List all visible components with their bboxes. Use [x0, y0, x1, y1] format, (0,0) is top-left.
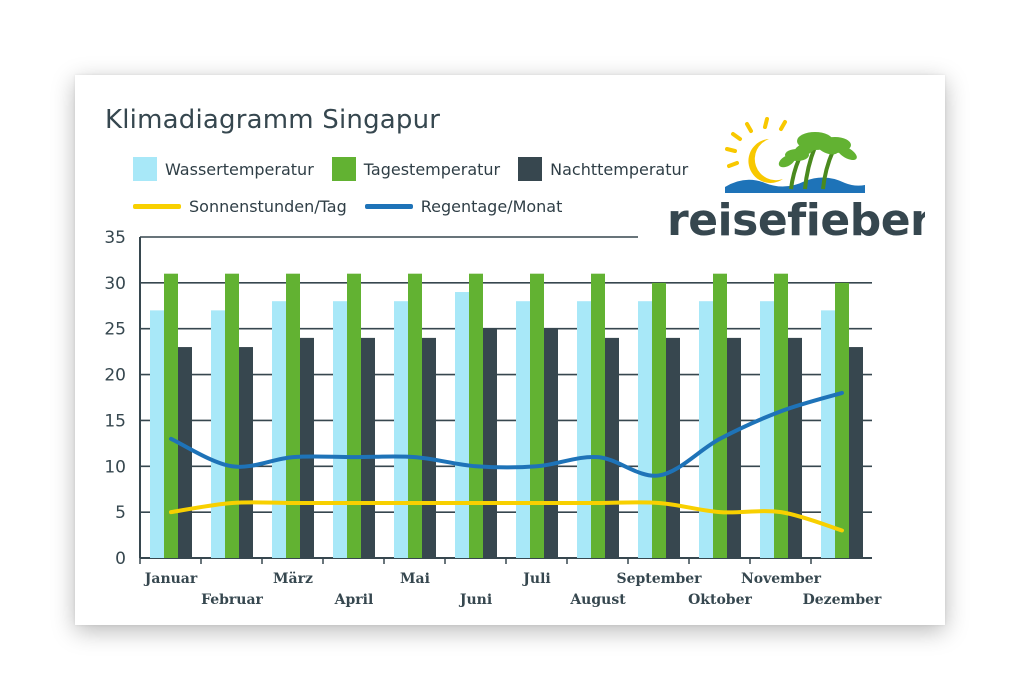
reisefieber-logo: reisefieber [665, 117, 933, 246]
wave-icon [725, 177, 865, 193]
legend-swatch-nachttemperatur [518, 157, 543, 181]
bar-wassertemperatur-juni [455, 292, 469, 558]
legend-swatch-wassertemperatur [133, 157, 157, 181]
bar-wassertemperatur-februar [211, 310, 225, 558]
y-tick-label-25: 25 [104, 320, 126, 340]
bar-nachttemperatur-mai [422, 337, 436, 558]
series-line-regentage-monat [169, 390, 844, 478]
bar-tagestemperatur-juni [469, 273, 483, 558]
legend-label-nachttemperatur: Nachttemperatur [550, 159, 689, 179]
legend-label-tagestemperatur: Tagestemperatur [363, 159, 501, 179]
bar-nachttemperatur-juni [483, 328, 497, 558]
bar-nachttemperatur-dezember [849, 347, 863, 558]
bar-nachttemperatur-november [788, 337, 802, 558]
bar-nachttemperatur-september [666, 337, 680, 558]
series-line-sonnenstunden-tag [169, 500, 844, 533]
x-tick-label-september: September [616, 571, 702, 587]
y-tick-label-15: 15 [104, 411, 126, 431]
legend-row-1: Wassertemperatur Tagestemperatur Nachtte… [133, 157, 706, 181]
legend-swatch-regentage [364, 204, 413, 209]
legend-item-sonnenstunden: Sonnenstunden/Tag [133, 197, 347, 216]
legend-item-nachttemperatur: Nachttemperatur [518, 157, 688, 181]
bar-tagestemperatur-august [591, 273, 605, 558]
bar-wassertemperatur-juli [516, 301, 530, 558]
legend-item-regentage: Regentage/Monat [364, 197, 563, 216]
bar-nachttemperatur-märz [300, 337, 314, 558]
x-tick-label-november: November [741, 571, 822, 587]
bar-tagestemperatur-november [774, 273, 788, 558]
chart-card: Klimadiagramm Singapur Wassertemperatur … [75, 75, 945, 625]
x-tick-label-april: April [334, 592, 374, 608]
logo-graphic: reisefieber [667, 117, 933, 246]
bar-tagestemperatur-juli [530, 273, 544, 558]
x-tick-label-august: August [569, 592, 626, 608]
x-tick-label-dezember: Dezember [803, 592, 882, 608]
legend-row-2: Sonnenstunden/Tag Regentage/Monat [133, 197, 580, 216]
y-tick-label-0: 0 [115, 549, 126, 569]
bar-tagestemperatur-mai [408, 273, 422, 558]
bar-wassertemperatur-januar [150, 310, 164, 558]
chart-title: Klimadiagramm Singapur [105, 105, 441, 135]
bar-tagestemperatur-januar [164, 273, 178, 558]
x-tick-label-juli: Juli [521, 571, 550, 587]
legend-label-regentage: Regentage/Monat [420, 197, 563, 216]
bar-tagestemperatur-dezember [835, 282, 849, 558]
x-tick-label-januar: Januar [143, 571, 198, 587]
legend-swatch-sonnenstunden [133, 204, 181, 209]
y-tick-label-35: 35 [104, 228, 126, 248]
palm-trees-icon [778, 132, 857, 190]
bar-nachttemperatur-februar [239, 347, 253, 558]
bar-nachttemperatur-juli [544, 328, 558, 558]
legend-item-wassertemperatur: Wassertemperatur [133, 157, 314, 181]
bar-wassertemperatur-oktober [699, 301, 713, 558]
bar-tagestemperatur-oktober [713, 273, 727, 558]
bar-wassertemperatur-dezember [821, 310, 835, 558]
bar-wassertemperatur-september [638, 301, 652, 558]
x-tick-label-mai: Mai [400, 571, 430, 587]
x-tick-label-februar: Februar [201, 592, 263, 608]
bar-nachttemperatur-april [361, 337, 375, 558]
legend-item-tagestemperatur: Tagestemperatur [331, 157, 501, 181]
y-tick-label-10: 10 [104, 457, 126, 477]
logo-text: reisefieber [667, 195, 925, 242]
sun-rays-icon [725, 117, 787, 168]
y-tick-label-20: 20 [104, 366, 126, 386]
bar-wassertemperatur-mai [394, 301, 408, 558]
bar-wassertemperatur-märz [272, 301, 286, 558]
bar-wassertemperatur-august [577, 301, 591, 558]
legend-swatch-tagestemperatur [331, 157, 356, 181]
y-tick-label-30: 30 [104, 274, 126, 294]
bar-wassertemperatur-april [333, 301, 347, 558]
bar-nachttemperatur-januar [178, 347, 192, 558]
legend-label-sonnenstunden: Sonnenstunden/Tag [189, 197, 347, 216]
y-tick-label-5: 5 [115, 503, 126, 523]
bar-tagestemperatur-märz [286, 273, 300, 558]
bar-tagestemperatur-september [652, 282, 666, 558]
x-tick-label-märz: März [273, 571, 313, 587]
bar-nachttemperatur-august [605, 337, 619, 558]
x-tick-label-juni: Juni [458, 592, 492, 608]
x-tick-label-oktober: Oktober [688, 592, 752, 608]
legend-label-wassertemperatur: Wassertemperatur [165, 159, 314, 179]
bar-nachttemperatur-oktober [727, 337, 741, 558]
sun-icon [748, 139, 783, 183]
bar-tagestemperatur-februar [225, 273, 239, 558]
bar-tagestemperatur-april [347, 273, 361, 558]
bar-wassertemperatur-november [760, 301, 774, 558]
